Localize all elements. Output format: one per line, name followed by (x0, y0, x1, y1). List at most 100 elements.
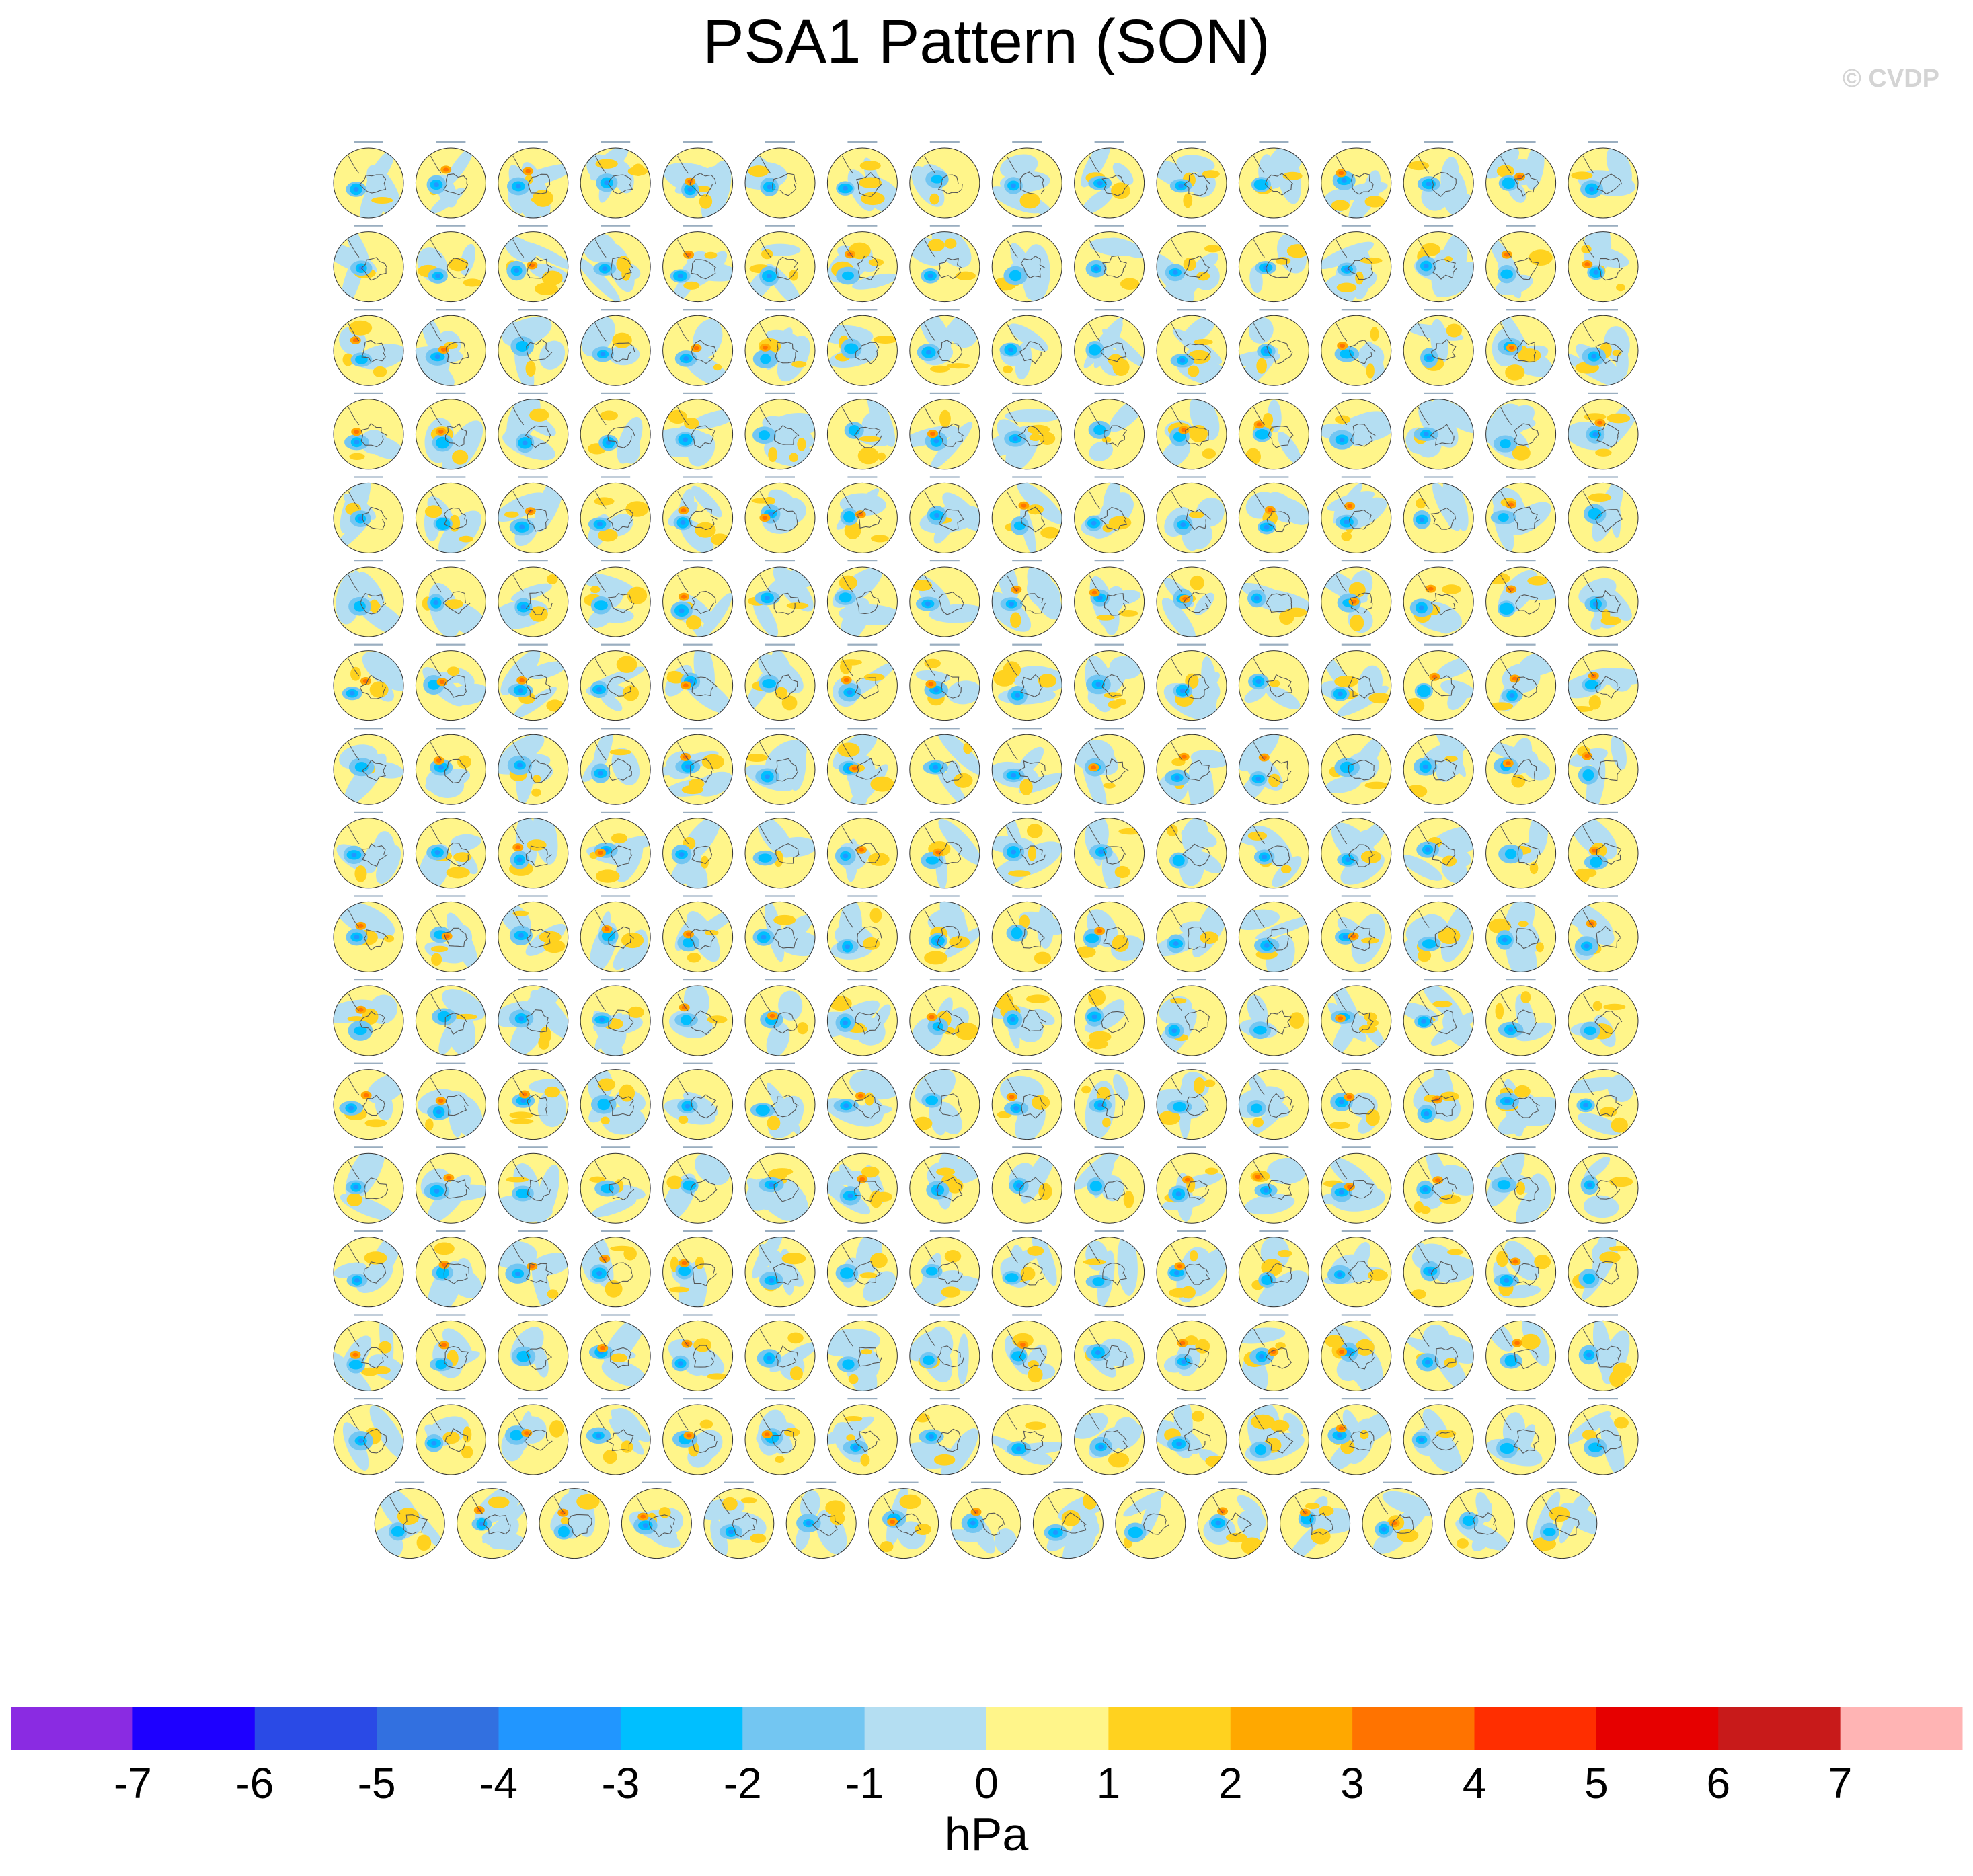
polar-panel (580, 1062, 651, 1140)
polar-panel (1156, 1062, 1227, 1140)
polar-panel (580, 1314, 651, 1391)
polar-panel (1485, 1314, 1557, 1391)
panel-caption (1506, 979, 1536, 981)
polar-panel (662, 979, 734, 1056)
polar-panel (1074, 979, 1145, 1056)
polar-panel (415, 1230, 486, 1308)
polar-panel (1156, 309, 1227, 386)
panel-caption (1259, 728, 1289, 730)
colorbar-tick-label: -7 (114, 1759, 152, 1807)
polar-panel (950, 1481, 1021, 1559)
polar-panel (498, 1314, 569, 1391)
polar-panel (1403, 141, 1474, 219)
polar-panel (662, 895, 734, 972)
polar-panel (580, 728, 651, 805)
polar-panel (1156, 225, 1227, 303)
panel-caption (1094, 728, 1124, 730)
panel-caption (1094, 1062, 1124, 1064)
panel-caption (1094, 1230, 1124, 1232)
polar-panel (580, 1230, 651, 1308)
panel-caption (354, 141, 383, 143)
panel-caption (1424, 728, 1454, 730)
polar-panel (1238, 309, 1309, 386)
polar-panel (662, 1314, 734, 1391)
panel-caption (929, 1230, 960, 1232)
colorbar-swatch (1596, 1707, 1719, 1750)
polar-panel (1238, 225, 1309, 303)
panel-caption (1094, 560, 1124, 562)
polar-panel (826, 141, 898, 219)
polar-panel (1156, 895, 1227, 972)
panel-caption (436, 1314, 466, 1316)
polar-panel (1568, 476, 1639, 553)
panel-caption (1094, 1398, 1124, 1400)
colorbar-tick-label: -4 (479, 1759, 518, 1807)
panel-caption (518, 560, 548, 562)
panel-caption (1588, 811, 1618, 813)
polar-panel (1238, 1146, 1309, 1224)
panel-caption (929, 643, 960, 646)
polar-panel (1403, 1146, 1474, 1224)
panel-caption (1177, 811, 1206, 813)
polar-panel (1321, 309, 1392, 386)
polar-panel (826, 309, 898, 386)
polar-panel (991, 728, 1062, 805)
polar-panel (415, 1314, 486, 1391)
polar-panel (1568, 643, 1639, 721)
polar-panel (1568, 895, 1639, 972)
panel-caption (601, 643, 631, 646)
polar-panel (1568, 1230, 1639, 1308)
panel-caption (1588, 979, 1618, 981)
polar-panel (662, 1146, 734, 1224)
panel-caption (765, 728, 795, 730)
polar-panel (1238, 643, 1309, 721)
panel-caption (1588, 1146, 1618, 1148)
panel-caption (1135, 1481, 1165, 1483)
polar-panel (333, 309, 404, 386)
polar-panel (498, 1062, 569, 1140)
panel-caption (1588, 1062, 1618, 1064)
panel-caption (765, 1062, 795, 1064)
panel-caption (1094, 392, 1124, 394)
polar-panel (1238, 1062, 1309, 1140)
polar-panel (1403, 811, 1474, 889)
polar-panel (498, 811, 569, 889)
credit-label: © CVDP (1842, 65, 1939, 93)
colorbar-tick-label: 6 (1707, 1759, 1731, 1807)
panel-caption (724, 1481, 754, 1483)
panel-caption (1177, 1146, 1206, 1148)
polar-panel (1568, 1314, 1639, 1391)
panel-caption (601, 811, 631, 813)
polar-panel (1156, 1398, 1227, 1475)
polar-panel (333, 1230, 404, 1308)
polar-panel (909, 895, 980, 972)
panel-caption (1588, 728, 1618, 730)
colorbar-tick-label: -5 (358, 1759, 396, 1807)
polar-panel (1074, 1062, 1145, 1140)
polar-panel (744, 1398, 816, 1475)
panel-caption (1259, 309, 1289, 311)
panel-caption (1588, 476, 1618, 478)
polar-panel (826, 979, 898, 1056)
colorbar-swatch (254, 1707, 377, 1750)
polar-panel (457, 1481, 528, 1559)
polar-panel (1568, 1398, 1639, 1475)
polar-panel (909, 643, 980, 721)
polar-panel (580, 560, 651, 637)
panel-caption (683, 643, 713, 646)
panel-caption (1547, 1481, 1577, 1483)
polar-panel (1321, 1398, 1392, 1475)
panel-caption (1177, 225, 1206, 227)
polar-panel (1238, 1230, 1309, 1308)
panel-caption (1094, 895, 1124, 897)
polar-panel (580, 811, 651, 889)
polar-panel (498, 225, 569, 303)
panel-caption (929, 1398, 960, 1400)
polar-panel (1568, 225, 1639, 303)
polar-panel (1485, 1146, 1557, 1224)
panel-caption (1012, 643, 1042, 646)
polar-panel (1485, 728, 1557, 805)
panel-caption (1177, 643, 1206, 646)
panel-caption (436, 643, 466, 646)
panel-caption (1259, 979, 1289, 981)
